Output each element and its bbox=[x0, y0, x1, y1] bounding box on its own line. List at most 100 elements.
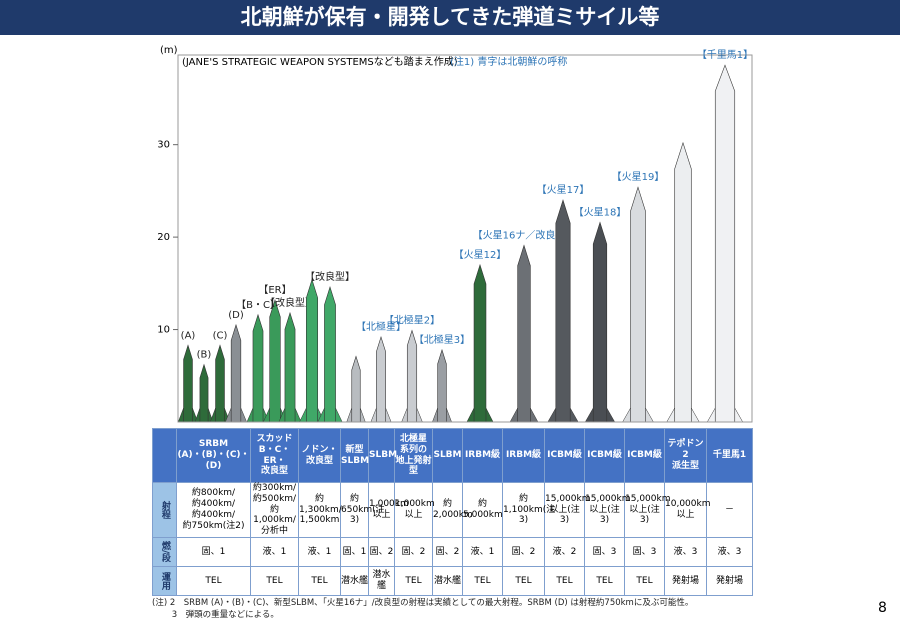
chart: (m) (JANE'S STRATEGIC WEAPON SYSTEMSなども踏… bbox=[157, 45, 753, 423]
y-tick-label: 20 bbox=[157, 232, 170, 243]
table-cell: 約2,000km bbox=[432, 482, 473, 538]
table-cell: 固、3 bbox=[584, 536, 625, 567]
table-cell: TEL bbox=[502, 565, 545, 596]
missile bbox=[215, 344, 225, 423]
header-cell: IRBM級 bbox=[502, 428, 545, 483]
table-cell: TEL bbox=[624, 565, 665, 596]
color-note: (注1) 青字は北朝鮮の呼称 bbox=[450, 55, 567, 68]
table-cell: 固、2 bbox=[368, 536, 395, 567]
rh: 燃/段 bbox=[152, 536, 177, 567]
missile-label: 【千里馬1】 bbox=[697, 49, 753, 61]
table-row: 射程 約800km/ 約400km/ 約400km/ 約750km(注2) 約300… bbox=[152, 482, 753, 538]
table-cell: 液、2 bbox=[544, 536, 585, 567]
rh: 射程 bbox=[152, 482, 177, 538]
table-cell: 液、1 bbox=[298, 536, 341, 567]
missile bbox=[376, 335, 386, 423]
missile-label: 【改良型】 bbox=[265, 296, 315, 309]
missile bbox=[252, 313, 264, 423]
rh: 運用 bbox=[152, 565, 177, 596]
missile-label: 【火星16ナ／改良型】 bbox=[473, 228, 576, 241]
missile bbox=[630, 186, 646, 423]
table-cell: 固、3 bbox=[624, 536, 665, 567]
table-cell: 液、1 bbox=[462, 536, 503, 567]
table-cell: 固、2 bbox=[394, 536, 433, 567]
header-cell: ICBM級 bbox=[544, 428, 585, 483]
missile bbox=[555, 199, 571, 423]
table-cell: 1,000km 以上 bbox=[368, 482, 409, 538]
missile-label: 【北極星】 bbox=[356, 320, 406, 333]
table-cell: 潜水艦 bbox=[368, 565, 395, 596]
table-cell: 液、3 bbox=[706, 536, 753, 567]
table-cell: 固、1 bbox=[340, 536, 369, 567]
header-cell: 新型 SLBM bbox=[340, 428, 369, 483]
table-cell: 約1,100km(注3) bbox=[502, 482, 555, 538]
footnotes: (注) 2 SRBM (A)・(B)・(C)、新型SLBM、「火星16ナ」/改良… bbox=[152, 597, 693, 621]
missile-label: 【火星19】 bbox=[612, 171, 665, 183]
missile-label: (B) bbox=[197, 350, 212, 361]
missile bbox=[324, 286, 336, 423]
table-row: 燃/段 固、1 液、1 液、1 固、1 固、2 固、2 固、2 液、1 固、2 液、2 固、3 固、3 液… bbox=[152, 536, 753, 567]
missile-label: 【火星12】 bbox=[454, 249, 507, 261]
missile bbox=[183, 344, 193, 423]
missile bbox=[674, 141, 692, 423]
header-cell: テポドン2 派生型 bbox=[664, 428, 707, 483]
table-cell: TEL bbox=[544, 565, 585, 596]
header-cell: IRBM級 bbox=[462, 428, 503, 483]
table-cell: TEL bbox=[298, 565, 341, 596]
missile-label: 【B・C】 bbox=[236, 299, 280, 311]
table-row: 運用 TEL TEL TEL 潜水艦 潜水艦 TEL 潜水艦 TEL TEL TEL TEL TEL 発射… bbox=[152, 565, 753, 596]
missile bbox=[517, 244, 531, 423]
table-cell: 液、1 bbox=[250, 536, 299, 567]
missile bbox=[269, 298, 281, 423]
table-cell: 潜水艦 bbox=[432, 565, 463, 596]
table-cell: TEL bbox=[462, 565, 503, 596]
table-cell: 1,000km 以上 bbox=[394, 482, 435, 538]
table-cell: 約800km/ 約400km/ 約400km/ 約750km(注2) bbox=[176, 482, 251, 538]
missile-label: 【改良型】 bbox=[305, 270, 355, 283]
header-cell: 北極星 系列の 地上発射型 bbox=[394, 428, 433, 483]
missile-label: 【ER】 bbox=[258, 284, 291, 296]
table-cell: － bbox=[706, 482, 753, 538]
table-cell: 15,000km 以上(注3) bbox=[544, 482, 590, 538]
table-cell: TEL bbox=[394, 565, 433, 596]
missile-label: (A) bbox=[181, 330, 196, 341]
missile-label: 【北極星3】 bbox=[414, 333, 470, 346]
header-cell: ICBM級 bbox=[584, 428, 625, 483]
table-cell: 約300km/ 約500km/ 約1,000km/ 分析中 bbox=[250, 482, 299, 538]
page-title: 北朝鮮が保有・開発してきた弾道ミサイル等 bbox=[240, 5, 660, 29]
chart-frame bbox=[177, 54, 753, 423]
table-cell: 15,000km 以上(注3) bbox=[624, 482, 670, 538]
header-cell: 千里馬1 bbox=[706, 428, 753, 483]
page-number: 8 bbox=[878, 600, 887, 616]
table-cell: TEL bbox=[584, 565, 625, 596]
table-cell: TEL bbox=[250, 565, 299, 596]
footnote: (注) 2 SRBM (A)・(B)・(C)、新型SLBM、「火星16ナ」/改良… bbox=[152, 598, 694, 608]
table-cell: 固、2 bbox=[502, 536, 545, 567]
title-bar: 北朝鮮が保有・開発してきた弾道ミサイル等 bbox=[0, 0, 900, 35]
spec-table: SRBM (A)・(B)・(C)・ (D) スカッド B・C・ ER・ 改良型 ノド… bbox=[152, 428, 753, 596]
missile bbox=[230, 323, 242, 423]
table-cell: TEL bbox=[176, 565, 251, 596]
header-cell: SRBM (A)・(B)・(C)・ (D) bbox=[176, 428, 251, 483]
table-cell: 発射場 bbox=[706, 565, 753, 596]
y-tick-label: 30 bbox=[157, 140, 170, 151]
table-cell: 10,000km 以上 bbox=[664, 482, 710, 538]
missile bbox=[473, 263, 487, 423]
table-cell: 約650km(注3) bbox=[340, 482, 385, 538]
missile bbox=[592, 221, 608, 423]
missile-label: (D) bbox=[228, 310, 244, 321]
missile bbox=[284, 311, 296, 423]
y-tick-label: 10 bbox=[157, 325, 170, 336]
missile-label: 【火星17】 bbox=[537, 184, 590, 196]
missile-label: (C) bbox=[213, 330, 228, 341]
table-cell: 発射場 bbox=[664, 565, 707, 596]
header-cell: ノドン・ 改良型 bbox=[298, 428, 341, 483]
source-note: (JANE'S STRATEGIC WEAPON SYSTEMSなども踏まえ作成… bbox=[182, 55, 458, 68]
table-cell: 約5,000km bbox=[462, 482, 503, 538]
table-cell: 固、1 bbox=[176, 536, 251, 567]
header-cell: ICBM級 bbox=[624, 428, 665, 483]
missile bbox=[199, 363, 209, 423]
header-row: SRBM (A)・(B)・(C)・ (D) スカッド B・C・ ER・ 改良型 ノド… bbox=[152, 428, 753, 483]
table-cell: 約 1,300km/ 1,500km bbox=[298, 482, 342, 538]
